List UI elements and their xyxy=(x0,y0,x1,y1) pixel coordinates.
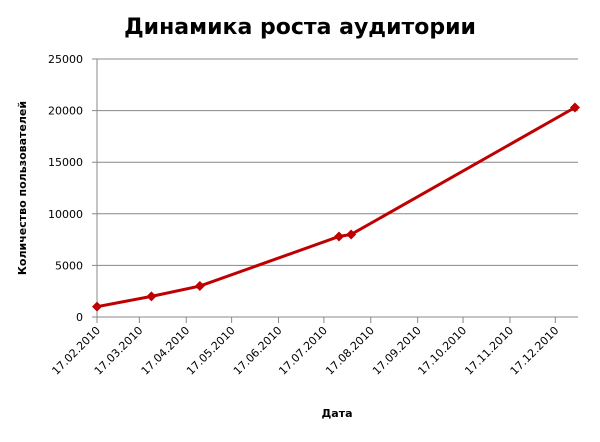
y-tick-label: 5000 xyxy=(55,259,83,272)
x-axis-label: Дата xyxy=(321,407,352,420)
marker xyxy=(569,102,580,113)
x-tick-label: 17.10.2010 xyxy=(415,324,469,378)
chart-title: Динамика роста аудитории xyxy=(124,15,476,40)
marker xyxy=(194,281,205,292)
marker xyxy=(92,301,102,312)
y-axis-label: Количество пользователей xyxy=(16,101,29,275)
x-tick-label: 17.05.2010 xyxy=(184,324,238,378)
y-tick-label: 10000 xyxy=(48,208,83,221)
marker xyxy=(146,291,157,302)
y-tick-label: 25000 xyxy=(48,53,83,66)
y-tick-label: 20000 xyxy=(48,105,83,118)
marker xyxy=(346,229,357,240)
marker xyxy=(334,231,345,242)
y-tick-label: 15000 xyxy=(48,156,83,169)
x-tick-label: 17.08.2010 xyxy=(323,324,377,378)
y-tick-label: 0 xyxy=(76,311,83,324)
x-tick-label: 17.12.2010 xyxy=(508,324,562,378)
x-tick-label: 17.07.2010 xyxy=(276,324,330,378)
line xyxy=(96,106,576,309)
